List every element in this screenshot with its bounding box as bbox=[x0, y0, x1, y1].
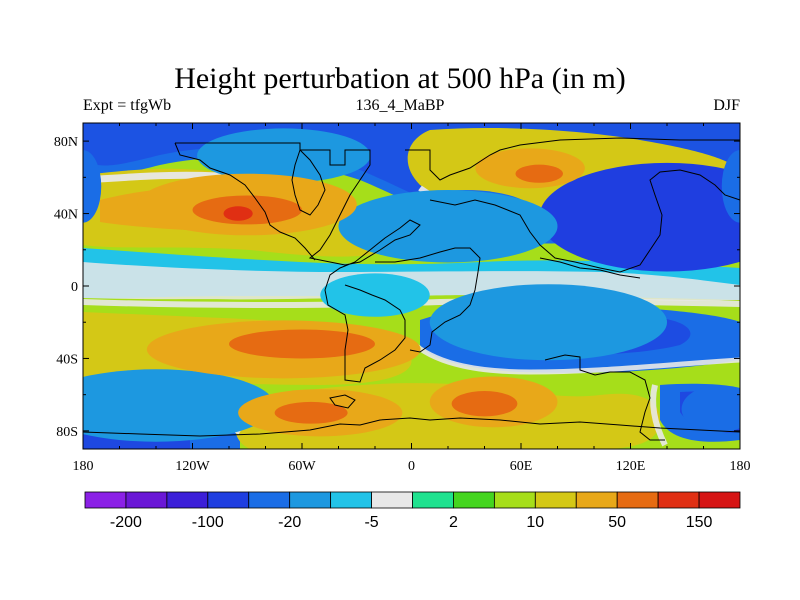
contour-blob-19 bbox=[515, 164, 563, 183]
colorbar-label-4: 2 bbox=[449, 514, 458, 531]
contour-blob-17 bbox=[223, 206, 253, 221]
coastline-antarctica bbox=[82, 417, 741, 437]
colorbar-swatch-3 bbox=[207, 491, 250, 509]
contour-blob-7 bbox=[83, 150, 102, 223]
contour-blob-21 bbox=[229, 329, 375, 359]
colorbar-swatch-13 bbox=[616, 491, 659, 509]
x-tick-label-5: 120E bbox=[616, 459, 646, 474]
x-tick-label-2: 60W bbox=[288, 459, 316, 474]
contour-blobs bbox=[83, 128, 740, 442]
colorbar-label-6: 50 bbox=[608, 514, 626, 531]
y-tick-label-1: 40N bbox=[54, 208, 78, 223]
coastline-australia bbox=[544, 354, 665, 441]
colorbar-swatch-15 bbox=[698, 491, 741, 509]
coastline-africa bbox=[375, 247, 481, 353]
x-axis: 180 120W 60W 0 60E 120E 180 bbox=[73, 123, 751, 474]
coastline-greenland bbox=[291, 149, 326, 216]
coastline-americas bbox=[175, 142, 421, 383]
experiment-label: Expt = tfgWb bbox=[83, 97, 172, 114]
colorbar-swatch-5 bbox=[289, 491, 332, 509]
contour-blob-23 bbox=[274, 401, 348, 424]
colorbar-label-1: -100 bbox=[192, 514, 224, 531]
coastline-north-america-north bbox=[174, 142, 316, 261]
contour-blob-25 bbox=[451, 391, 518, 417]
white-streak-5 bbox=[413, 343, 740, 375]
contour-blob-2 bbox=[539, 162, 740, 272]
colorbar-swatch-14 bbox=[657, 491, 700, 509]
coastline-indonesia bbox=[539, 257, 641, 279]
colorbar-swatch-9 bbox=[453, 491, 495, 509]
colorbar-swatch-10 bbox=[493, 491, 536, 509]
colorbar-label-7: 150 bbox=[686, 514, 713, 531]
colorbar-label-2: -20 bbox=[278, 514, 301, 531]
x-tick-label-3: 0 bbox=[408, 459, 415, 474]
colorbar-label-0: -200 bbox=[110, 514, 142, 531]
colorbar-swatch-4 bbox=[248, 491, 291, 509]
chart-title: Height perturbation at 500 hPa (in m) bbox=[174, 62, 626, 95]
white-streak-3 bbox=[83, 298, 740, 308]
contour-blob-10 bbox=[429, 284, 667, 361]
colorbar-swatch-11 bbox=[534, 491, 577, 509]
y-tick-label-2: 0 bbox=[71, 280, 78, 295]
season-label: DJF bbox=[713, 97, 740, 114]
colorbar-swatch-1 bbox=[125, 491, 168, 509]
colorbar-swatch-8 bbox=[412, 491, 454, 509]
contour-blob-4 bbox=[197, 128, 371, 183]
coastlines bbox=[82, 137, 741, 441]
coastline-south-georgia bbox=[329, 394, 356, 409]
x-tick-label-1: 120W bbox=[175, 459, 210, 474]
colorbar-label-5: 10 bbox=[526, 514, 544, 531]
y-tick-label-4: 80S bbox=[56, 425, 78, 440]
coastline-eurasia-south bbox=[429, 169, 741, 273]
contour-blob-8 bbox=[721, 150, 740, 223]
y-tick-label-3: 40S bbox=[56, 352, 78, 367]
colorbar-swatch-7 bbox=[371, 491, 413, 509]
contour-blob-12 bbox=[83, 369, 275, 442]
contour-blob-13 bbox=[681, 385, 740, 433]
coastline-eurasia bbox=[405, 137, 740, 181]
y-axis: 80N 40N 0 40S 80S bbox=[54, 135, 740, 440]
colorbar-swatch-2 bbox=[166, 491, 209, 509]
colorbar-swatch-6 bbox=[330, 491, 372, 509]
y-tick-label-0: 80N bbox=[54, 135, 78, 150]
contour-field bbox=[83, 123, 740, 449]
x-tick-label-4: 60E bbox=[510, 459, 533, 474]
colorbar-swatch-12 bbox=[575, 491, 618, 509]
colorbar-label-3: -5 bbox=[364, 514, 378, 531]
colorbar: -200 -100 -20 -5 2 10 50 150 bbox=[84, 491, 741, 531]
x-tick-label-6: 180 bbox=[730, 459, 751, 474]
x-tick-label-0: 180 bbox=[73, 459, 94, 474]
case-label: 136_4_MaBP bbox=[355, 97, 445, 114]
contour-blob-14 bbox=[320, 273, 430, 317]
colorbar-swatch-0 bbox=[84, 491, 127, 509]
contour-blob-6 bbox=[338, 190, 558, 263]
